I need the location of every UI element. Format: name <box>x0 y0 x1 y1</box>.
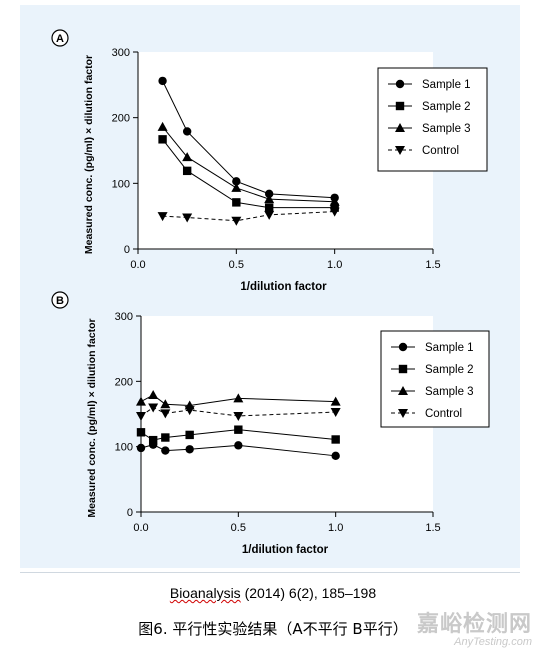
chart-panel-a: 0 100 200 300 0.0 0.5 1.0 1.5 1/dilution factor M… <box>51 29 488 293</box>
legend-label-control-a: Control <box>422 145 459 157</box>
data-point-sample-2-b <box>331 435 340 444</box>
chart-panel-b: 0 100 200 300 0.0 0.5 1.0 1.5 1/dilution factor M… <box>51 291 490 556</box>
data-point-sample-2-b <box>161 433 170 442</box>
x-axis-label-a: 1/dilution factor <box>240 281 327 293</box>
panel-badge-circle-a <box>51 29 69 47</box>
data-point-sample-2-a <box>158 135 167 144</box>
legend-marker-sample-1-b <box>398 342 408 352</box>
citation: Bioanalysis (2014) 6(2), 185–198 <box>0 585 546 601</box>
data-point-sample-2-b <box>148 435 158 445</box>
legend-label-control-b: Control <box>425 408 462 420</box>
data-point-sample-1-b <box>331 451 340 461</box>
data-point-sample-3-b <box>330 396 341 406</box>
data-point-sample-1-b <box>234 441 243 450</box>
legend-label-sample-1-b: Sample 1 <box>425 342 474 354</box>
x-axis-label-b: 1/dilution factor <box>242 544 329 556</box>
data-point-sample-3-b <box>160 399 171 409</box>
x-tick-label-a: 0.5 <box>229 259 244 271</box>
data-point-sample-1-a <box>182 127 192 136</box>
legend-marker-sample-3-a <box>395 123 405 132</box>
y-tick-label-a: 300 <box>112 47 130 59</box>
data-point-sample-1-b <box>185 445 194 454</box>
data-point-sample-3-b <box>233 393 244 403</box>
chart-svg: 0 100 200 300 0.0 0.5 1.0 1.5 1/dilution factor M… <box>51 29 490 556</box>
legend-label-sample-3-b: Sample 3 <box>425 386 474 398</box>
panel-badge-label-a: A <box>56 33 64 45</box>
data-point-control-b <box>330 408 341 418</box>
data-point-sample-3-b <box>148 390 159 400</box>
legend-marker-control-b <box>398 409 408 418</box>
x-tick-label-b: 0.5 <box>231 522 246 534</box>
data-point-sample-2-b <box>136 428 146 437</box>
y-tick-label-b: 100 <box>115 442 133 454</box>
data-point-control-a <box>231 216 242 226</box>
x-tick-label-a: 1.5 <box>425 259 440 271</box>
data-point-sample-3-a <box>329 196 340 206</box>
y-tick-label-b: 0 <box>127 507 133 519</box>
data-point-control-b <box>136 411 146 421</box>
y-tick-label-b: 200 <box>115 376 133 388</box>
data-point-control-a <box>264 210 275 220</box>
legend-label-sample-2-b: Sample 2 <box>425 364 474 376</box>
data-point-sample-3-a <box>157 121 168 131</box>
data-point-control-b <box>184 406 195 416</box>
y-tick-label-a: 0 <box>124 244 130 256</box>
data-point-sample-1-b <box>136 443 146 453</box>
data-point-sample-2-a <box>182 166 192 176</box>
citation-details: (2014) 6(2), 185–198 <box>240 585 377 601</box>
citation-journal: Bioanalysis <box>169 585 241 601</box>
x-tick-label-b: 0.0 <box>133 522 148 534</box>
y-axis-label-a: Measured conc. (pg/ml) × dilution factor <box>83 55 95 254</box>
legend-label-sample-1-a: Sample 1 <box>422 79 471 91</box>
data-point-sample-3-a <box>182 152 193 162</box>
data-point-control-a <box>157 212 168 222</box>
legend-marker-sample-3-b <box>398 386 408 395</box>
legend-marker-control-a <box>395 146 405 155</box>
data-point-sample-1-a <box>158 76 167 86</box>
x-tick-label-b: 1.0 <box>328 522 343 534</box>
data-point-control-b <box>233 411 244 421</box>
data-point-sample-1-a <box>264 189 274 199</box>
data-point-sample-1-a <box>232 177 241 186</box>
data-point-sample-2-b <box>185 430 194 440</box>
panel-badge-label-b: B <box>56 295 64 307</box>
figure-title: 图6. 平行性实验结果（A不平行 B平行） <box>138 620 408 638</box>
data-point-sample-3-a <box>231 182 242 192</box>
y-tick-label-a: 100 <box>112 178 130 190</box>
y-tick-label-a: 200 <box>112 113 130 125</box>
y-tick-label-b: 300 <box>115 311 133 323</box>
legend-label-sample-2-a: Sample 2 <box>422 101 471 113</box>
watermark-en: AnyTesting.com <box>454 636 532 648</box>
legend-marker-sample-1-a <box>395 79 405 89</box>
watermark: 嘉峪检测网 AnyTesting.com <box>417 606 532 648</box>
x-tick-label-a: 0.0 <box>130 259 145 271</box>
legend-marker-sample-2-b <box>398 364 408 374</box>
legend-marker-sample-2-a <box>395 101 405 111</box>
data-point-sample-2-b <box>234 425 243 434</box>
data-point-sample-3-a <box>264 194 275 204</box>
panel-badge-circle-b <box>51 291 69 309</box>
x-tick-label-b: 1.5 <box>425 522 440 534</box>
watermark-cn: 嘉峪检测网 <box>416 612 532 637</box>
x-tick-label-a: 1.0 <box>327 259 342 271</box>
data-point-sample-2-a <box>232 198 241 207</box>
legend-label-sample-3-a: Sample 3 <box>422 123 471 135</box>
data-point-sample-1-b <box>161 446 170 455</box>
data-point-control-a <box>182 213 193 223</box>
data-point-control-b <box>160 409 171 419</box>
data-point-sample-2-a <box>264 203 274 212</box>
y-axis-label-b: Measured conc. (pg/ml) × dilution factor <box>86 318 98 517</box>
data-point-control-a <box>329 207 340 217</box>
caption-divider <box>20 572 520 573</box>
data-point-sample-3-b <box>136 396 146 406</box>
data-point-control-b <box>148 403 159 413</box>
